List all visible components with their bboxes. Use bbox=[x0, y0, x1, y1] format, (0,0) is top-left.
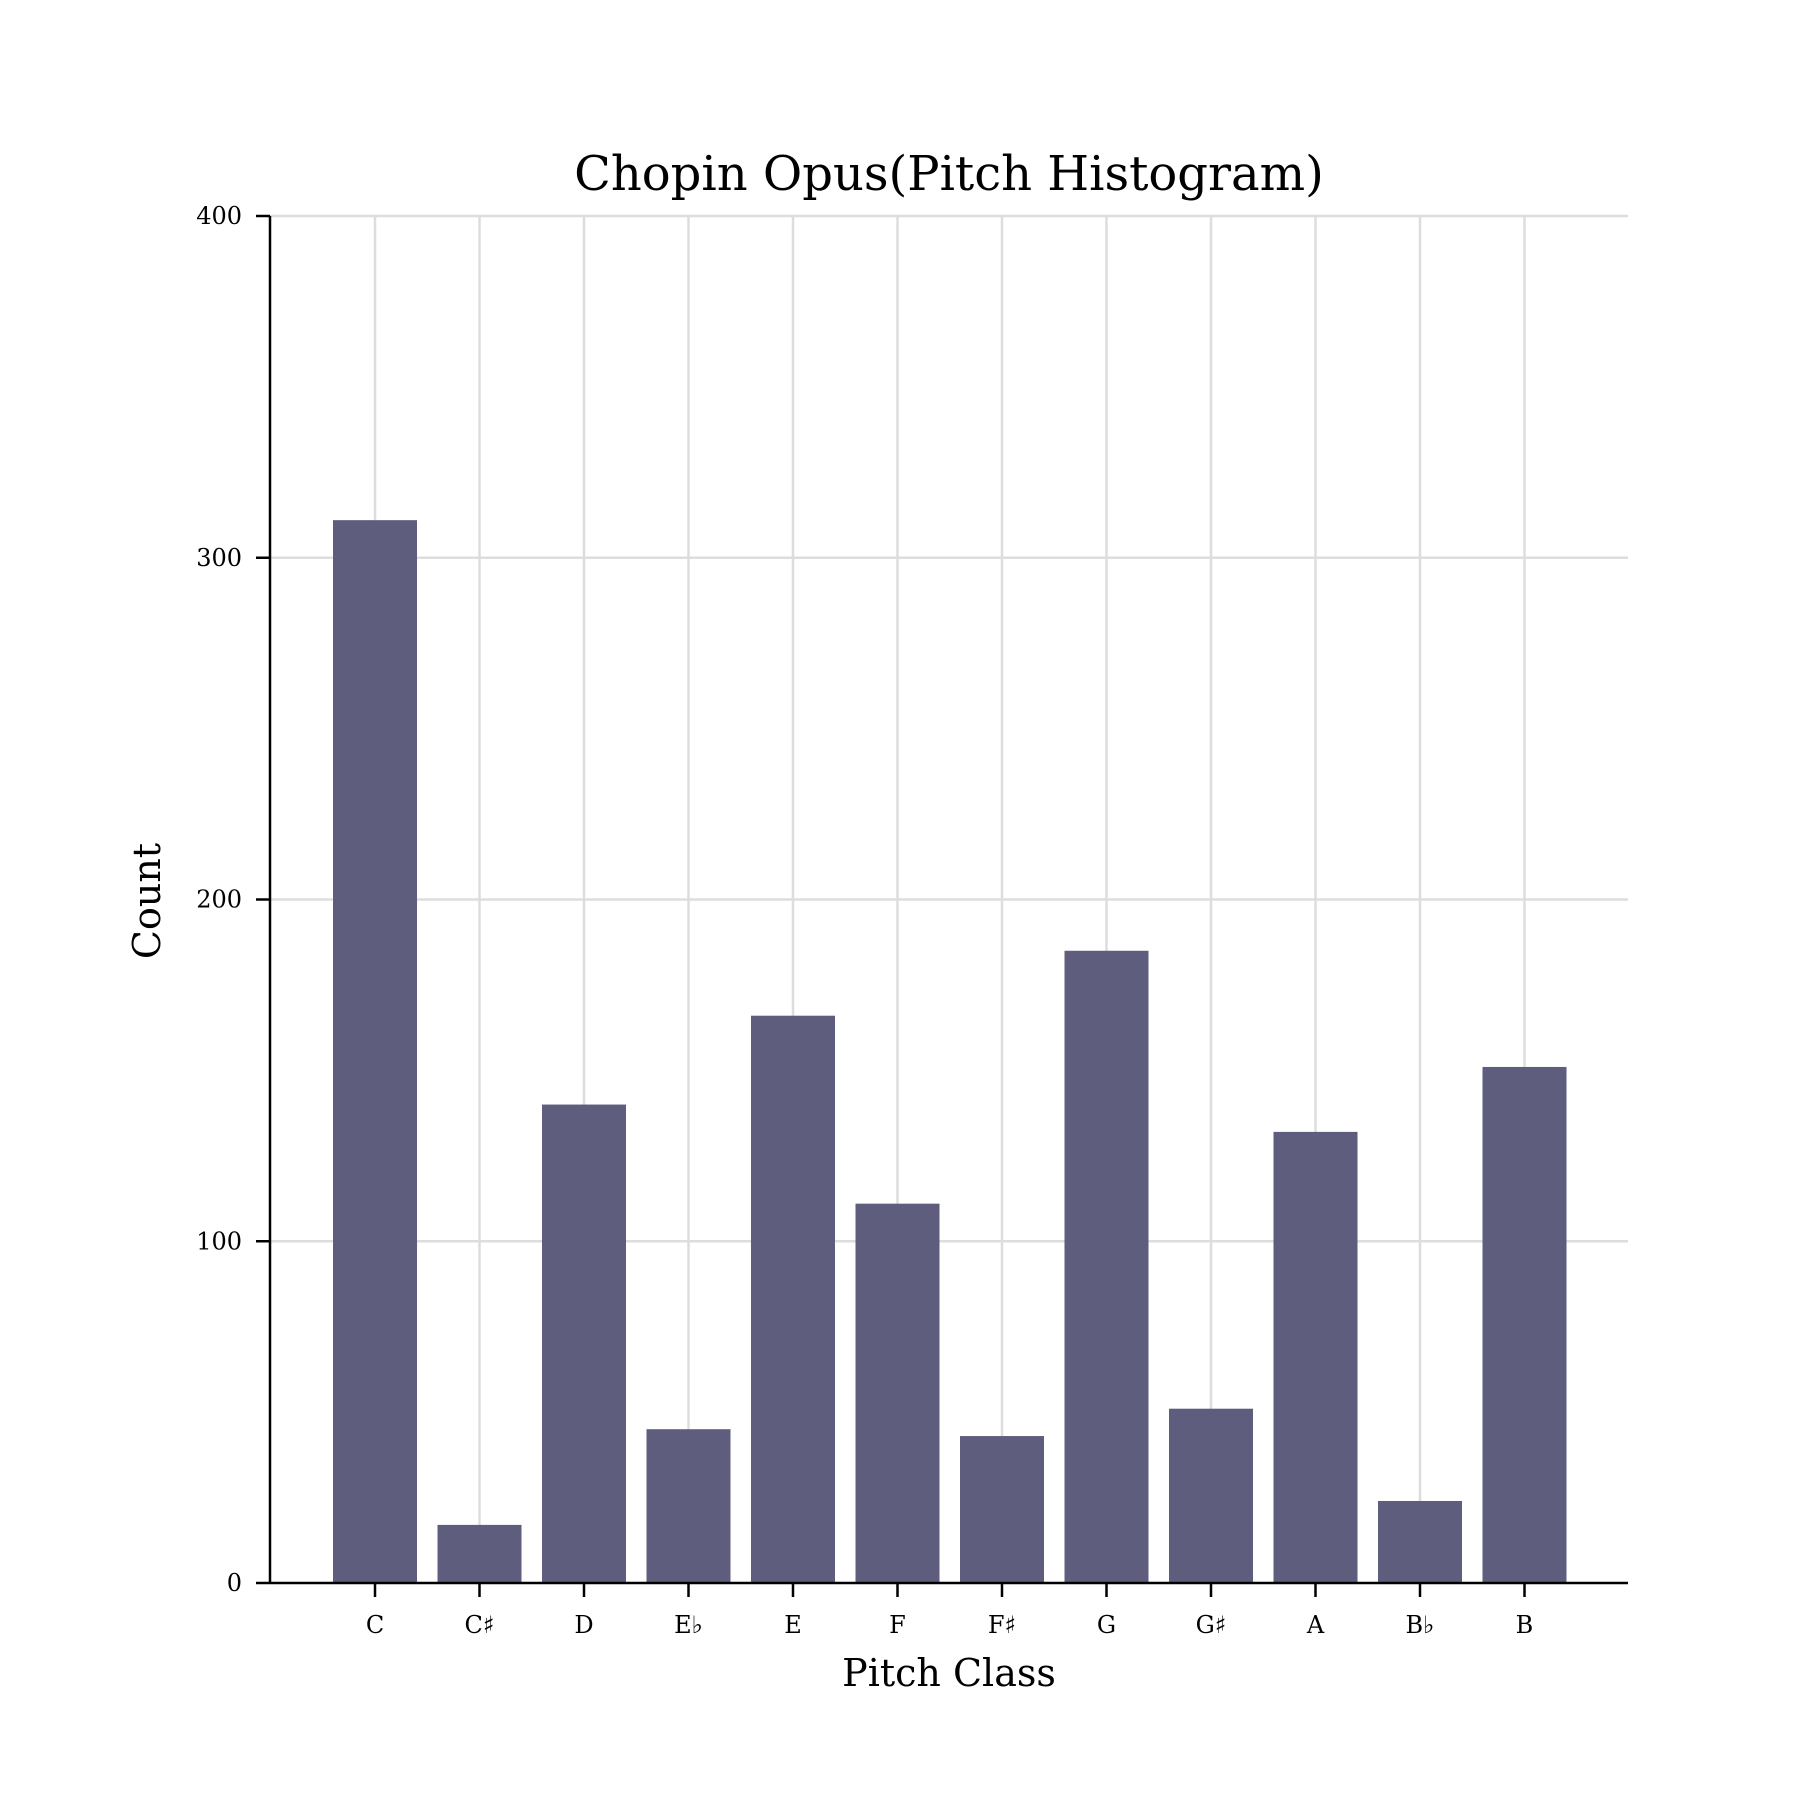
x-tick-label: A bbox=[1306, 1611, 1325, 1639]
y-tick-label: 400 bbox=[196, 202, 242, 230]
bars bbox=[333, 520, 1567, 1583]
x-tick-label: G bbox=[1097, 1611, 1116, 1639]
grid bbox=[270, 214, 1628, 1583]
bar bbox=[1273, 1131, 1358, 1583]
x-axis-title: Pitch Class bbox=[842, 1651, 1056, 1695]
x-tick-label: C♯ bbox=[465, 1611, 495, 1639]
x-tick-label: F♯ bbox=[988, 1611, 1016, 1639]
bar bbox=[1378, 1500, 1462, 1583]
ticks: 0 100 200 300 400 C C♯ D E♭ E F F♯ G G♯ A B♭ B bbox=[196, 202, 1533, 1639]
x-tick-label: E♭ bbox=[674, 1611, 703, 1639]
x-tick-label: E bbox=[784, 1611, 802, 1639]
x-tick-label: B bbox=[1516, 1611, 1534, 1639]
bar bbox=[855, 1203, 940, 1583]
y-axis-title: Count bbox=[125, 843, 169, 959]
bar bbox=[1169, 1408, 1253, 1583]
bar bbox=[646, 1429, 731, 1583]
y-tick-label: 100 bbox=[196, 1227, 242, 1255]
bar bbox=[1064, 950, 1149, 1583]
x-tick-label: D bbox=[574, 1611, 593, 1639]
x-tick-label: C bbox=[366, 1611, 384, 1639]
y-tick-label: 300 bbox=[196, 544, 242, 572]
x-tick-label: G♯ bbox=[1196, 1611, 1227, 1639]
bar bbox=[542, 1104, 626, 1583]
bar bbox=[437, 1524, 522, 1583]
bar bbox=[960, 1436, 1044, 1583]
y-tick-label: 0 bbox=[227, 1569, 242, 1597]
bar bbox=[751, 1015, 835, 1583]
bar bbox=[1482, 1066, 1567, 1583]
chart-title: Chopin Opus(Pitch Histogram) bbox=[574, 146, 1324, 202]
bar bbox=[333, 520, 417, 1583]
y-tick-label: 200 bbox=[196, 886, 242, 914]
x-tick-label: B♭ bbox=[1406, 1611, 1435, 1639]
x-tick-label: F bbox=[889, 1611, 906, 1639]
